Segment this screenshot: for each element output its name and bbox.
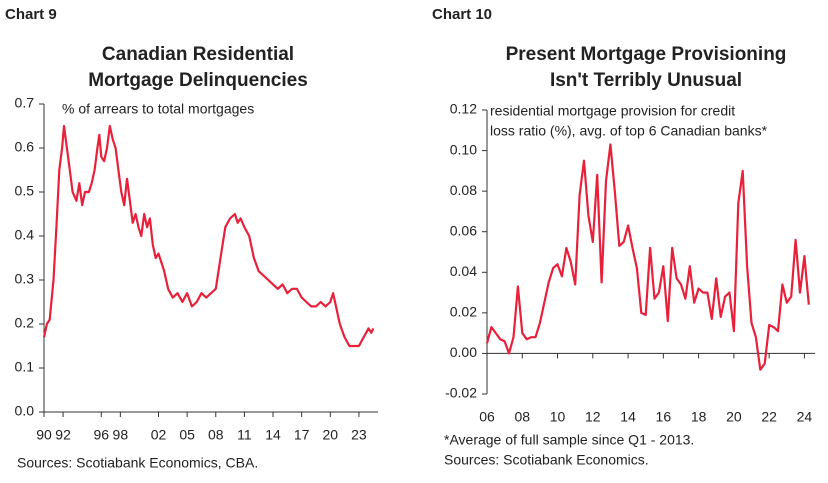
x-tick-label: 12: [585, 409, 601, 425]
y-tick-label: -0.02: [445, 385, 477, 401]
x-tick-label: 10: [550, 409, 566, 425]
y-tick-label: 0.7: [15, 95, 35, 111]
y-tick-label: 0.1: [15, 359, 35, 375]
chart-title: Present Mortgage Provisioning: [506, 44, 787, 65]
y-tick-label: 0.0: [15, 403, 35, 419]
y-tick-label: 0.08: [450, 182, 477, 198]
y-tick-label: 0.10: [450, 141, 477, 157]
y-tick-label: 0.2: [15, 315, 35, 331]
x-tick-label: 20: [322, 427, 338, 443]
x-tick-label: 22: [761, 409, 777, 425]
note: Sources: Scotiabank Economics.: [444, 452, 649, 468]
y-tick-label: 0.06: [450, 222, 477, 238]
chart-title: Mortgage Delinquencies: [88, 70, 308, 91]
axis-annotation: % of arrears to total mortgages: [62, 101, 254, 117]
x-tick-label: 24: [797, 409, 813, 425]
x-tick-label: 11: [237, 427, 252, 443]
x-tick-label: 18: [691, 409, 707, 425]
chart-title: Isn't Terribly Unusual: [550, 70, 742, 91]
x-tick-label: 17: [294, 427, 310, 443]
y-tick-label: 0.00: [450, 344, 477, 360]
y-tick-label: 0.6: [15, 139, 35, 155]
x-tick-label: 90: [36, 427, 52, 443]
y-tick-label: 0.4: [15, 227, 35, 243]
x-tick-label: 02: [151, 427, 167, 443]
chart-label: Chart 10: [432, 6, 492, 23]
note: *Average of full sample since Q1 - 2013.: [444, 432, 694, 448]
x-tick-label: 20: [726, 409, 742, 425]
x-tick-label: 06: [479, 409, 495, 425]
x-tick-label: 05: [179, 427, 195, 443]
x-tick-label: 16: [656, 409, 672, 425]
x-tick-label: 96: [93, 427, 109, 443]
axis-annotation: residential mortgage provision for credi…: [490, 103, 735, 119]
data-line: [42, 124, 375, 348]
chart-label: Chart 9: [5, 6, 57, 23]
axis-annotation: loss ratio (%), avg. of top 6 Canadian b…: [490, 123, 768, 139]
y-tick-label: 0.3: [15, 271, 35, 287]
x-tick-label: 92: [55, 427, 71, 443]
x-tick-label: 23: [351, 427, 367, 443]
y-tick-label: 0.04: [450, 263, 477, 279]
x-tick-label: 14: [265, 427, 281, 443]
note: Sources: Scotiabank Economics, CBA.: [17, 455, 258, 471]
data-line: [485, 143, 810, 371]
y-tick-label: 0.5: [15, 183, 35, 199]
x-tick-label: 98: [113, 427, 129, 443]
x-tick-label: 08: [514, 409, 530, 425]
y-tick-label: 0.02: [450, 304, 477, 320]
x-tick-label: 08: [208, 427, 224, 443]
y-tick-label: 0.12: [450, 101, 477, 117]
x-tick-label: 14: [620, 409, 636, 425]
chart-title: Canadian Residential: [102, 44, 294, 65]
